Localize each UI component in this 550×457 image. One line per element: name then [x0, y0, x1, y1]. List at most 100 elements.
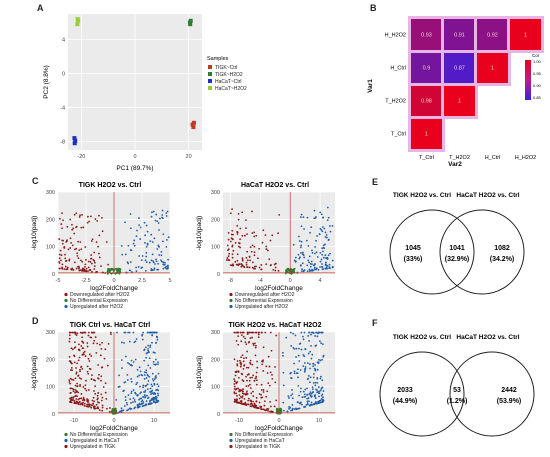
venn-right-count: 2442: [501, 387, 517, 394]
volcano-point: [255, 234, 258, 237]
volcano-point: [144, 391, 146, 393]
volcano-point: [326, 267, 329, 270]
volcano-point-ns: [293, 267, 296, 270]
volcano-point: [241, 373, 244, 376]
volcano-point: [238, 242, 241, 245]
volcano-x-tick-label: -5: [56, 278, 61, 284]
volcano-point: [318, 233, 321, 236]
volcano-point: [254, 346, 257, 349]
volcano-point: [313, 394, 316, 397]
volcano-point: [231, 253, 234, 256]
volcano-point: [95, 403, 98, 406]
volcano-point: [94, 261, 96, 264]
volcano-point: [121, 367, 123, 369]
volcano-point: [297, 385, 300, 387]
volcano-point: [96, 342, 99, 345]
volcano-point: [154, 263, 156, 265]
volcano-point-ns: [107, 267, 109, 270]
volcano-point: [105, 397, 108, 400]
volcano-point: [90, 262, 93, 265]
volcano-point: [326, 206, 329, 209]
volcano-point: [153, 269, 156, 271]
volcano-point: [152, 379, 155, 382]
volcano-point: [321, 358, 323, 361]
volcano-point: [309, 394, 312, 397]
volcano-point: [75, 372, 78, 375]
volcano-point: [251, 261, 254, 264]
volcano-point: [100, 216, 103, 219]
heatmap-cell: [444, 85, 475, 116]
volcano-point: [258, 393, 261, 395]
volcano-point: [71, 228, 74, 231]
volcano-point: [88, 353, 91, 356]
volcano-point: [295, 356, 297, 358]
pca-legend-label: HaCaT~Ctrl: [215, 79, 242, 85]
volcano-point: [240, 263, 243, 266]
volcano-point: [134, 392, 137, 395]
volcano-point: [130, 380, 133, 383]
volcano-point: [79, 331, 82, 334]
volcano-plot-tigk-vs-hacat-h2o2: TIGK H2O2 vs. HaCaT H2O2 0 100 200 300 -10 0 1…: [196, 322, 335, 450]
volcano-point: [75, 226, 78, 229]
volcano-point: [271, 234, 274, 237]
volcano-point: [242, 388, 244, 391]
volcano-point: [253, 403, 256, 406]
volcano-point: [94, 407, 97, 410]
volcano-point: [271, 377, 274, 380]
volcano-point: [251, 376, 253, 379]
volcano-point: [106, 364, 109, 367]
volcano-point: [92, 396, 95, 399]
pca-y-tick-label: 4: [62, 38, 65, 44]
volcano-point: [277, 232, 280, 235]
volcano-point: [286, 410, 289, 413]
volcano-point: [260, 264, 263, 266]
volcano-point: [316, 402, 319, 405]
volcano-point: [94, 218, 97, 220]
volcano-point: [321, 266, 324, 269]
volcano-point: [83, 350, 86, 353]
volcano-point: [267, 355, 270, 358]
volcano-point: [319, 260, 322, 263]
volcano-point: [328, 267, 331, 270]
volcano-point: [253, 254, 256, 257]
volcano-point: [316, 391, 319, 393]
volcano-point: [59, 249, 62, 252]
volcano-point: [234, 371, 237, 373]
volcano-point: [87, 260, 90, 263]
volcano-point: [323, 247, 326, 249]
volcano-point: [150, 233, 153, 236]
volcano-point: [145, 224, 148, 227]
volcano-point: [154, 376, 157, 378]
volcano-point: [300, 213, 303, 216]
volcano-point-ns: [111, 409, 114, 412]
volcano-point: [72, 268, 75, 271]
volcano-point: [83, 402, 86, 405]
volcano-point: [97, 245, 100, 248]
pca-y-tick-label: -4: [60, 106, 65, 112]
volcano-point: [242, 367, 245, 370]
volcano-point: [257, 331, 260, 334]
volcano-point: [273, 263, 276, 266]
volcano-point: [309, 376, 312, 379]
volcano-point: [100, 265, 102, 268]
volcano-y-axis-label: -log10(padj): [31, 216, 38, 251]
volcano-point: [285, 336, 288, 339]
volcano-point: [82, 396, 85, 399]
heatmap-cell: [510, 19, 541, 50]
volcano-point: [243, 364, 246, 366]
volcano-point: [71, 378, 73, 381]
volcano-point: [162, 240, 164, 243]
volcano-point: [70, 401, 73, 404]
volcano-y-tick-label: 0: [217, 412, 220, 418]
volcano-point: [251, 244, 254, 247]
volcano-point: [145, 251, 148, 254]
volcano-point: [66, 239, 68, 242]
volcano-point: [81, 353, 84, 356]
volcano-point: [58, 262, 61, 264]
volcano-point: [86, 365, 89, 368]
volcano-point: [267, 410, 269, 412]
volcano-point: [61, 268, 64, 270]
volcano-point: [150, 269, 153, 272]
volcano-point: [118, 374, 121, 377]
volcano-point: [85, 389, 88, 392]
